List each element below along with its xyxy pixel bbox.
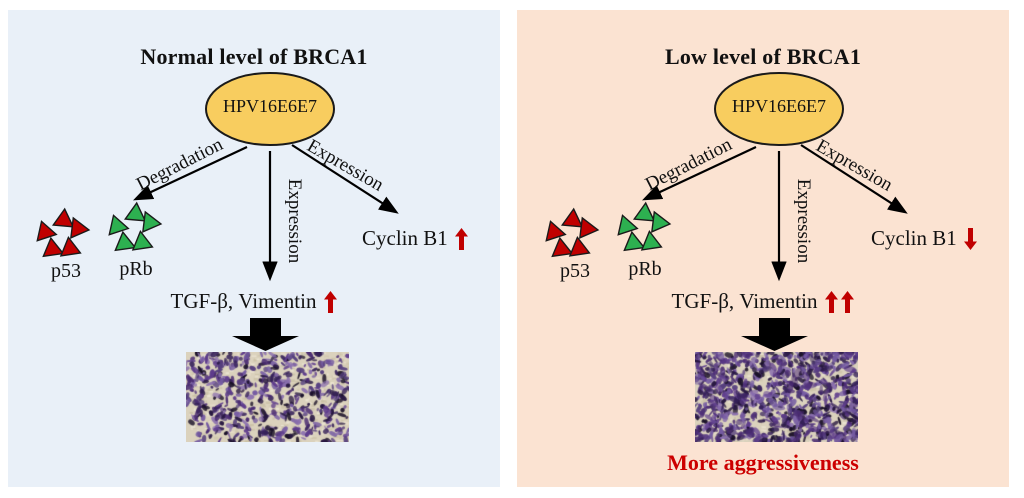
- p53-triangles: [31, 207, 91, 263]
- up-arrow-icon: [454, 227, 468, 250]
- cyclin-b1-label: Cyclin B1: [362, 226, 448, 250]
- transwell-micrograph: [186, 352, 349, 442]
- tgf-vimentin-label: TGF-β, Vimentin: [170, 289, 317, 313]
- up-arrow-icon: [841, 290, 855, 313]
- p53-triangles: [540, 207, 600, 263]
- panel-low-brca1: Low level of BRCA1 HPV16E6E7 Degradation…: [517, 10, 1009, 487]
- up-arrow-icon: [324, 290, 338, 313]
- expression-right-arrow: [291, 144, 399, 214]
- expression-middle-label: Expression: [793, 178, 814, 264]
- cyclin-b1-row: Cyclin B1: [871, 226, 977, 251]
- prb-triangles: [103, 201, 163, 257]
- degradation-arrow: [133, 146, 248, 201]
- up-arrow-icon: [825, 290, 839, 313]
- hpv-node-label: HPV16E6E7: [732, 96, 826, 116]
- hpv-ellipse: [714, 72, 844, 146]
- panel-title: Normal level of BRCA1: [140, 44, 368, 70]
- p53-label: p53: [560, 260, 590, 282]
- down-arrow-icon: [963, 227, 977, 250]
- diagram-shapes-normal: [31, 72, 399, 351]
- panel-normal-brca1: Normal level of BRCA1 HPV16E6E7 Degradat…: [8, 10, 500, 487]
- expression-middle-label: Expression: [284, 178, 305, 264]
- panel-title: Low level of BRCA1: [664, 44, 862, 70]
- hpv-ellipse: [205, 72, 335, 146]
- transwell-micrograph: [695, 352, 858, 442]
- aggressiveness-label: More aggressiveness: [667, 450, 859, 475]
- hpv-node-label: HPV16E6E7: [223, 96, 317, 116]
- tgf-vimentin-row: TGF-β, Vimentin: [8, 289, 500, 314]
- degradation-arrow: [642, 146, 757, 201]
- p53-label: p53: [51, 260, 81, 282]
- block-down-arrow: [741, 318, 808, 351]
- tgf-vimentin-label: TGF-β, Vimentin: [671, 289, 818, 313]
- expression-right-arrow: [800, 144, 908, 214]
- double-up-arrow-icon: [825, 290, 855, 313]
- cyclin-b1-label: Cyclin B1: [871, 226, 957, 250]
- prb-label: pRb: [119, 258, 153, 280]
- prb-triangles: [612, 201, 672, 257]
- tgf-vimentin-row: TGF-β, Vimentin: [517, 289, 1009, 314]
- diagram-shapes-low: [540, 72, 908, 351]
- cyclin-b1-row: Cyclin B1: [362, 226, 468, 251]
- prb-label: pRb: [628, 258, 662, 280]
- block-down-arrow: [232, 318, 299, 351]
